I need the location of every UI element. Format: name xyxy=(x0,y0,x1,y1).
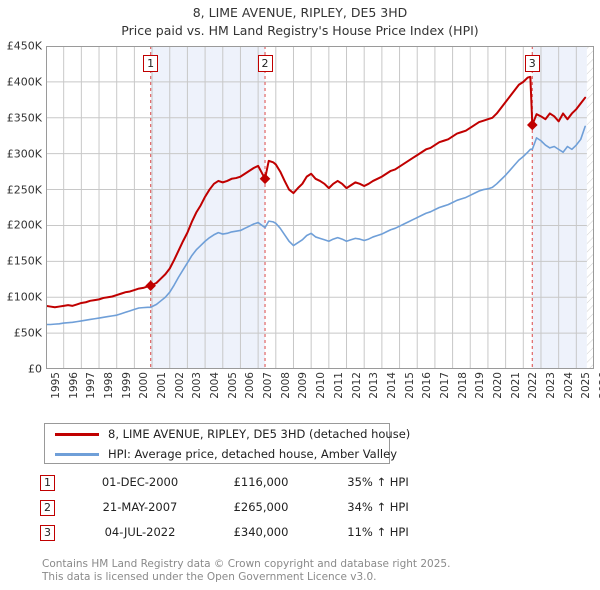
x-axis-tick-label: 2011 xyxy=(332,372,345,399)
sales-table: 1 01-DEC-2000 £116,000 35% ↑ HPI 2 21-MA… xyxy=(40,474,470,549)
sale-point-markers xyxy=(145,119,538,292)
sale-hpi-delta: 35% ↑ HPI xyxy=(347,475,409,489)
x-axis-tick-label: 1996 xyxy=(67,372,80,399)
y-axis-tick-label: £100K xyxy=(6,290,42,304)
sale-price: £116,000 xyxy=(233,475,289,489)
table-row: 3 04-JUL-2022 £340,000 11% ↑ HPI xyxy=(40,524,470,549)
x-axis: 1995 1996 1997 1998 1999 2000 2001 2002 2003 2004… xyxy=(46,372,600,416)
series-lines xyxy=(46,75,587,326)
x-axis-tick-label: 2005 xyxy=(226,372,239,399)
x-axis-tick-label: 2014 xyxy=(385,372,398,399)
footer-attribution: Contains HM Land Registry data © Crown c… xyxy=(42,558,582,583)
y-axis-tick-label: £250K xyxy=(6,183,42,197)
grid-lines xyxy=(46,46,594,369)
sale-marker-badge[interactable]: 3 xyxy=(524,55,540,72)
price-history-chart xyxy=(46,46,594,369)
chart-plot-area xyxy=(46,46,594,369)
x-axis-tick-label: 2024 xyxy=(562,372,575,399)
x-axis-tick-label: 2015 xyxy=(403,372,416,399)
x-axis-tick-label: 1998 xyxy=(103,372,116,399)
x-axis-tick-label: 2013 xyxy=(368,372,381,399)
y-axis-tick-label: £200K xyxy=(6,218,42,232)
y-axis-tick-label: £50K xyxy=(13,326,42,340)
x-axis-tick-label: 2025 xyxy=(580,372,593,399)
sale-index-badge: 1 xyxy=(40,475,55,491)
x-axis-tick-label: 2002 xyxy=(173,372,186,399)
y-axis-tick-label: £400K xyxy=(6,75,42,89)
x-axis-tick-label: 2012 xyxy=(350,372,363,399)
title-address: 8, LIME AVENUE, RIPLEY, DE5 3HD xyxy=(192,5,408,20)
sale-date: 01-DEC-2000 xyxy=(101,475,179,489)
legend-label-property: 8, LIME AVENUE, RIPLEY, DE5 3HD (detache… xyxy=(108,427,411,441)
y-axis: £0 £50K £100K £150K £200K £250K £300K £350K £400… xyxy=(0,40,44,376)
x-axis-tick-label: 2022 xyxy=(527,372,540,399)
x-axis-tick-label: 2017 xyxy=(438,372,451,399)
footer-line-1: Contains HM Land Registry data © Crown c… xyxy=(42,558,451,570)
y-axis-tick-label: £0 xyxy=(28,362,42,376)
x-axis-tick-label: 2003 xyxy=(191,372,204,399)
x-axis-tick-label: 2004 xyxy=(209,372,222,399)
x-axis-tick-label: 2010 xyxy=(315,372,328,399)
y-axis-tick-label: £350K xyxy=(6,111,42,125)
sale-hpi-delta: 11% ↑ HPI xyxy=(347,525,409,539)
sale-marker-badge[interactable]: 2 xyxy=(257,55,273,72)
sale-index-badge: 3 xyxy=(40,525,55,541)
sale-index-badge: 2 xyxy=(40,500,55,516)
x-axis-tick-label: 2018 xyxy=(456,372,469,399)
y-axis-tick-label: £150K xyxy=(6,254,42,268)
x-axis-tick-label: 2001 xyxy=(156,372,169,399)
chart-legend: 8, LIME AVENUE, RIPLEY, DE5 3HD (detache… xyxy=(44,423,410,464)
sale-price: £340,000 xyxy=(233,525,289,539)
x-axis-tick-label: 1999 xyxy=(120,372,133,399)
y-axis-tick-label: £300K xyxy=(6,147,42,161)
x-axis-tick-label: 2016 xyxy=(421,372,434,399)
footer-line-2: This data is licensed under the Open Gov… xyxy=(42,570,377,583)
x-axis-tick-label: 2021 xyxy=(509,372,522,399)
x-axis-tick-label: 2019 xyxy=(474,372,487,399)
x-axis-tick-label: 2020 xyxy=(491,372,504,399)
sale-hpi-delta: 34% ↑ HPI xyxy=(347,500,409,514)
sale-date: 04-JUL-2022 xyxy=(104,525,176,539)
x-axis-tick-label: 2006 xyxy=(244,372,257,399)
x-axis-tick-label: 2009 xyxy=(297,372,310,399)
legend-item-property: 8, LIME AVENUE, RIPLEY, DE5 3HD (detache… xyxy=(45,424,410,444)
future-hatch-region xyxy=(586,46,594,369)
x-axis-tick-label: 1995 xyxy=(50,372,62,399)
y-axis-tick-label: £450K xyxy=(6,39,42,53)
x-axis-tick-label: 2007 xyxy=(262,372,275,399)
x-axis-tick-label: 2008 xyxy=(279,372,292,399)
title-subtitle: Price paid vs. HM Land Registry's House … xyxy=(121,23,479,38)
legend-color-swatch-property xyxy=(55,432,99,436)
x-axis-tick-label: 2000 xyxy=(138,372,151,399)
legend-label-hpi: HPI: Average price, detached house, Ambe… xyxy=(108,447,397,461)
x-axis-tick-label: 2023 xyxy=(544,372,557,399)
x-axis-tick-label: 1997 xyxy=(85,372,98,399)
sale-date: 21-MAY-2007 xyxy=(102,500,178,514)
table-row: 1 01-DEC-2000 £116,000 35% ↑ HPI xyxy=(40,474,470,499)
table-row: 2 21-MAY-2007 £265,000 34% ↑ HPI xyxy=(40,499,470,524)
legend-item-hpi: HPI: Average price, detached house, Ambe… xyxy=(45,444,397,464)
sale-marker-badge[interactable]: 1 xyxy=(143,55,159,72)
page-title: 8, LIME AVENUE, RIPLEY, DE5 3HD Price pa… xyxy=(0,4,600,40)
sale-price: £265,000 xyxy=(233,500,289,514)
legend-color-swatch-hpi xyxy=(55,452,99,456)
